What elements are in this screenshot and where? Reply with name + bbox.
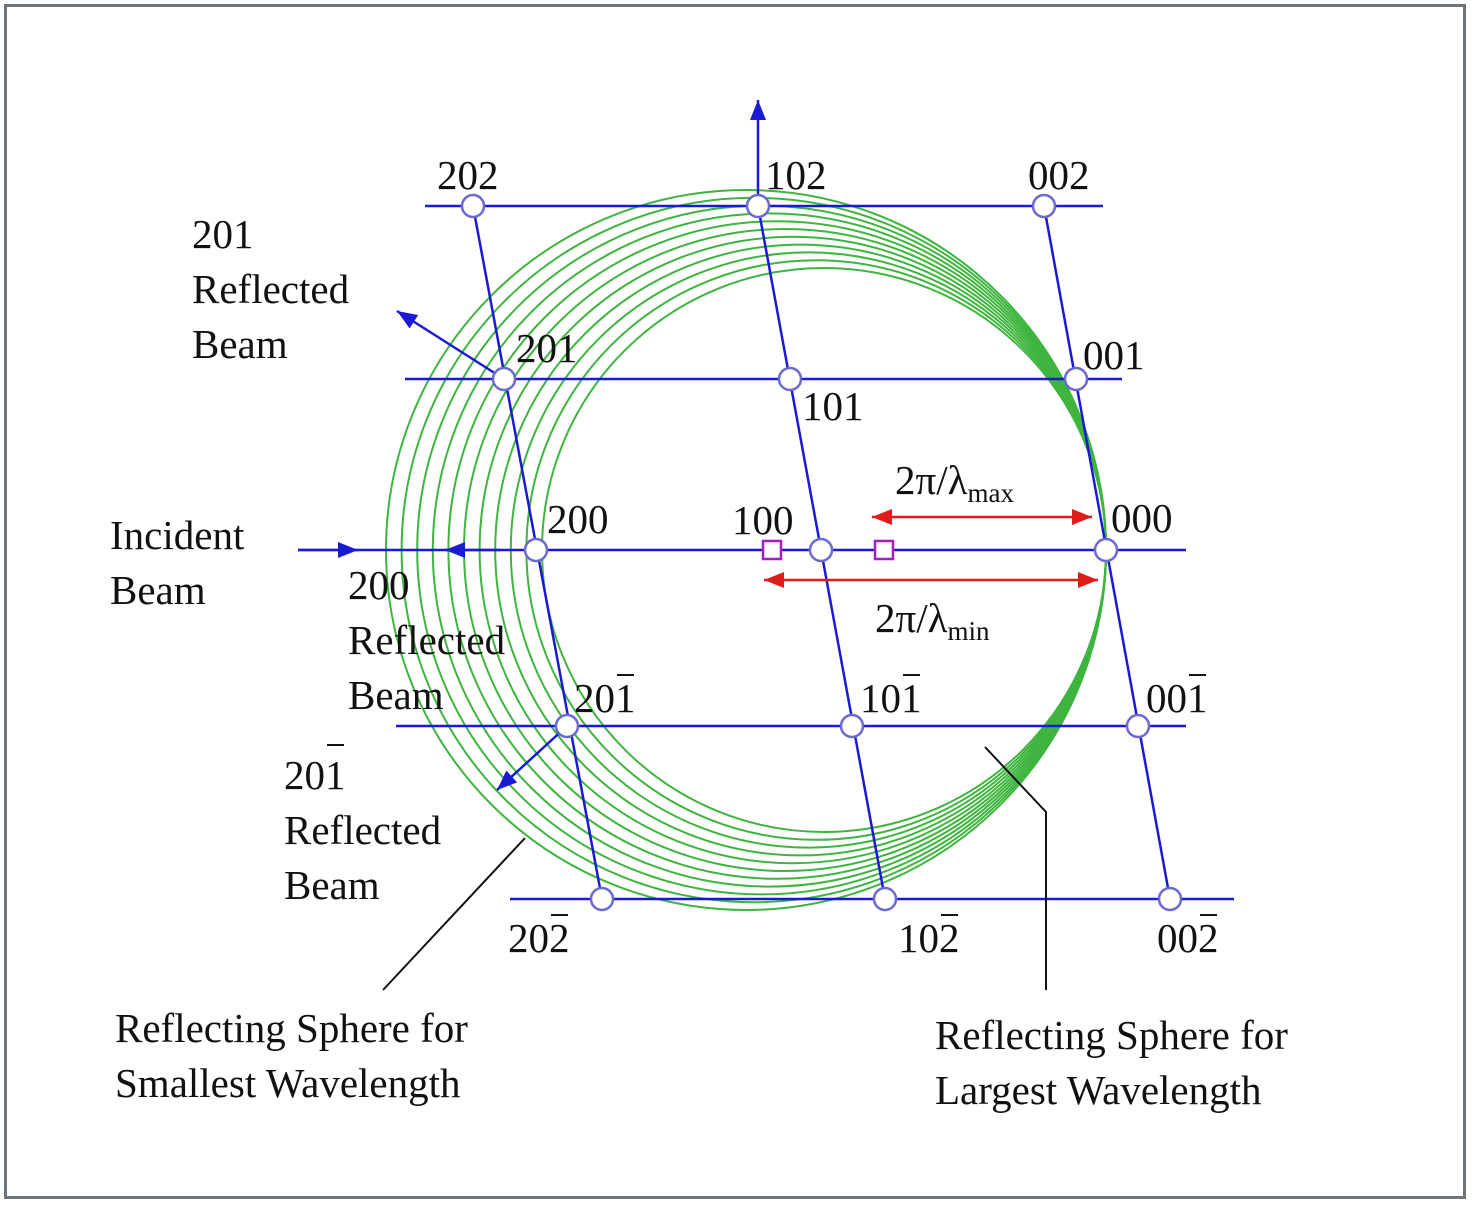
lattice-point-icon [554,713,580,739]
incident-beam-arrow [298,542,358,558]
callout-line-largest [984,746,1047,990]
square-marker-icon [873,539,895,561]
lattice-point-icon [491,366,517,392]
lattice-point-icon [808,537,834,563]
label-000: 000 [1111,495,1173,541]
sphere-largest-wavelength-label: Reflecting Sphere for Largest Wavelength [935,1012,1288,1113]
label-201: 201 [516,325,578,371]
label-10-2bar: 102 [898,914,960,961]
lambda-min-arrow [764,572,1098,588]
reflected-beam-200-label: 200 Reflected Beam [348,562,506,718]
label-10-1bar: 101 [860,674,922,721]
lambda-max-arrow [872,509,1092,525]
reflected-beam-201-label: 201 Reflected Beam [192,211,350,367]
figure-frame [4,4,1466,1199]
lattice-point-icon [839,713,865,739]
lambda-min-label: 2π/λmin [875,595,990,646]
lattice-point-icon [1031,193,1057,219]
label-101: 101 [802,383,864,429]
lambda-max-label: 2π/λmax [895,457,1014,508]
label-100: 100 [732,497,794,543]
sphere-smallest-wavelength-label: Reflecting Sphere for Smallest Wavelengt… [115,1005,468,1106]
reflected-beam-200-arrow [445,542,500,558]
arrow-head-icon [750,100,766,120]
arrow-head-icon [338,542,358,558]
label-001: 001 [1083,332,1145,378]
arrow-head-icon [445,542,465,558]
reflected-beam-201-arrow [396,309,505,381]
lattice-point-icon [460,193,486,219]
label-20-1bar: 201 [574,674,636,721]
label-20-2bar: 202 [508,914,570,961]
lattice-points [460,193,1183,912]
arrow-head-icon [764,572,784,588]
callout-line-smallest [382,837,526,991]
beam-arrows [298,100,1098,991]
lattice-point-icon [745,193,771,219]
label-00-1bar: 001 [1146,674,1208,721]
arrow-head-icon [1078,572,1098,588]
label-202: 202 [437,152,499,198]
lattice-point-icon [872,886,898,912]
reflected-beam-20-1bar-arrow [496,725,568,791]
arrow-head-icon [872,509,892,525]
lattice-point-icon [777,366,803,392]
incident-beam-label: Incident Beam [110,512,245,613]
lattice-point-icon [523,537,549,563]
label-002: 002 [1028,152,1090,198]
reflected-beam-201-arrow-shaft [396,309,505,381]
lattice-point-icon [1125,713,1151,739]
lattice-point-icon [1093,537,1119,563]
lattice-point-icon [1157,886,1183,912]
label-200: 200 [547,496,609,542]
label-00-2bar: 002 [1157,914,1219,961]
reflected-beam-20-1bar-label: 201 Reflected Beam [284,744,441,913]
label-102: 102 [765,152,827,198]
arrow-head-icon [497,770,518,790]
lattice-point-icon [1063,366,1089,392]
lattice-point-icon [589,886,615,912]
arrow-head-icon [397,311,419,329]
square-marker-icon [761,539,783,561]
arrow-head-icon [1072,509,1092,525]
axis-arrow-up [750,100,766,206]
